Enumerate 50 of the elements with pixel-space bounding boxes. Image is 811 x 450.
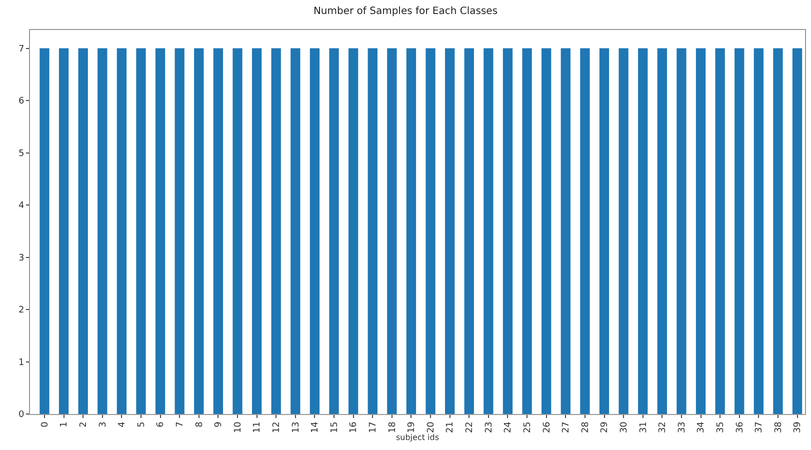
x-tick-label: 0: [40, 421, 50, 428]
y-tick-label: 6: [18, 96, 24, 107]
x-tick-label: 11: [252, 422, 263, 434]
x-tick-label: 36: [735, 421, 746, 434]
x-tick-label: 26: [542, 421, 552, 434]
x-tick-label: 14: [310, 421, 321, 434]
x-tick-label: 15: [330, 422, 340, 434]
x-tick-label: 12: [272, 422, 282, 434]
x-tick-label: 37: [754, 422, 765, 434]
x-tick-label: 34: [696, 421, 707, 434]
x-tick-label: 38: [774, 421, 784, 434]
y-tick-label: 4: [18, 201, 24, 212]
x-tick-label: 8: [194, 421, 205, 428]
x-tick-label: 4: [118, 421, 128, 428]
x-tick-label: 2: [79, 422, 90, 428]
y-tick-label: 7: [18, 44, 24, 54]
x-tick-label: 19: [407, 421, 418, 434]
x-tick-label: 30: [619, 421, 630, 434]
x-tick-label: 1: [60, 422, 70, 428]
x-tick-label: 21: [446, 422, 456, 434]
y-tick-label: 5: [18, 148, 24, 159]
x-tick-label: 5: [136, 422, 147, 428]
x-tick-label: 16: [349, 421, 360, 434]
chart-title: Number of Samples for Each Classes: [313, 6, 498, 17]
x-tick-label: 22: [465, 422, 476, 434]
x-tick-label: 10: [233, 421, 244, 434]
x-tick-label: 25: [522, 422, 533, 434]
x-tick-label: 23: [484, 422, 494, 434]
x-tick-label: 7: [176, 422, 186, 428]
y-tick-label: 1: [18, 358, 24, 368]
x-tick-label: 3: [98, 422, 108, 428]
y-tick-label: 2: [18, 306, 24, 316]
x-tick-label: 27: [562, 422, 572, 434]
x-tick-label: 17: [368, 422, 379, 434]
x-tick-label: 28: [580, 421, 591, 434]
x-tick-label: 13: [291, 422, 302, 434]
x-tick-label: 9: [214, 421, 224, 428]
x-tick-label: 18: [388, 421, 398, 434]
x-tick-label: 6: [156, 421, 166, 428]
x-tick-label: 31: [638, 422, 649, 434]
x-tick-label: 20: [426, 421, 436, 434]
y-tick-label: 3: [18, 253, 24, 264]
x-tick-label: 39: [793, 421, 804, 434]
x-tick-label: 29: [600, 421, 610, 434]
x-axis-title: subject ids: [396, 433, 440, 442]
y-tick-label: 0: [18, 410, 24, 420]
x-tick-label: 24: [504, 421, 514, 434]
x-tick-label: 32: [658, 422, 668, 434]
x-tick-label: 33: [677, 422, 688, 434]
x-tick-label: 35: [716, 422, 726, 434]
